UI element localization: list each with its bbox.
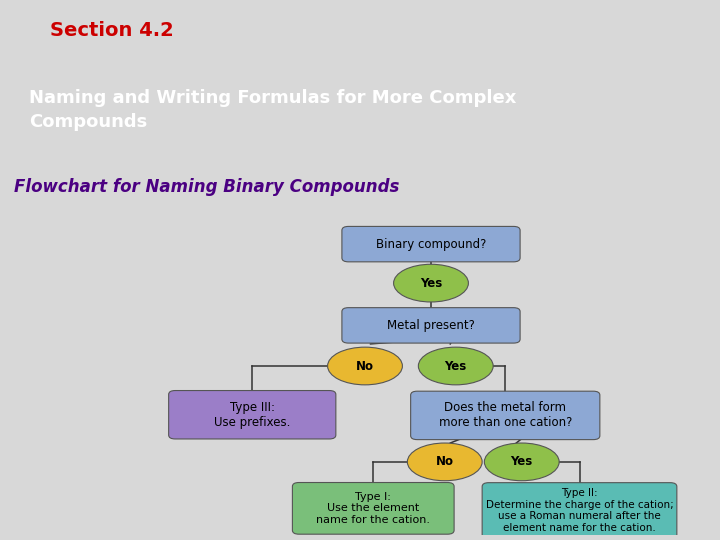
FancyBboxPatch shape bbox=[342, 226, 520, 262]
FancyBboxPatch shape bbox=[482, 483, 677, 538]
FancyBboxPatch shape bbox=[292, 483, 454, 534]
Ellipse shape bbox=[328, 347, 402, 385]
Text: Section 4.2: Section 4.2 bbox=[50, 21, 174, 40]
Ellipse shape bbox=[418, 347, 493, 385]
Text: Type I:
Use the element
name for the cation.: Type I: Use the element name for the cat… bbox=[316, 492, 431, 525]
Text: Yes: Yes bbox=[420, 276, 442, 289]
FancyBboxPatch shape bbox=[168, 390, 336, 439]
Text: Yes: Yes bbox=[510, 455, 533, 468]
Text: Type III:
Use prefixes.: Type III: Use prefixes. bbox=[214, 401, 290, 429]
Text: Does the metal form
more than one cation?: Does the metal form more than one cation… bbox=[438, 401, 572, 429]
Text: No: No bbox=[356, 360, 374, 373]
Text: No: No bbox=[436, 455, 454, 468]
Ellipse shape bbox=[485, 443, 559, 481]
FancyBboxPatch shape bbox=[410, 391, 600, 440]
Ellipse shape bbox=[408, 443, 482, 481]
Text: Naming and Writing Formulas for More Complex
Compounds: Naming and Writing Formulas for More Com… bbox=[29, 89, 516, 131]
Text: Binary compound?: Binary compound? bbox=[376, 238, 486, 251]
Text: Metal present?: Metal present? bbox=[387, 319, 475, 332]
Text: Type II:
Determine the charge of the cation;
use a Roman numeral after the
eleme: Type II: Determine the charge of the cat… bbox=[485, 488, 673, 533]
Text: Yes: Yes bbox=[445, 360, 467, 373]
FancyBboxPatch shape bbox=[342, 308, 520, 343]
Text: Flowchart for Naming Binary Compounds: Flowchart for Naming Binary Compounds bbox=[14, 178, 400, 196]
Ellipse shape bbox=[394, 264, 469, 302]
